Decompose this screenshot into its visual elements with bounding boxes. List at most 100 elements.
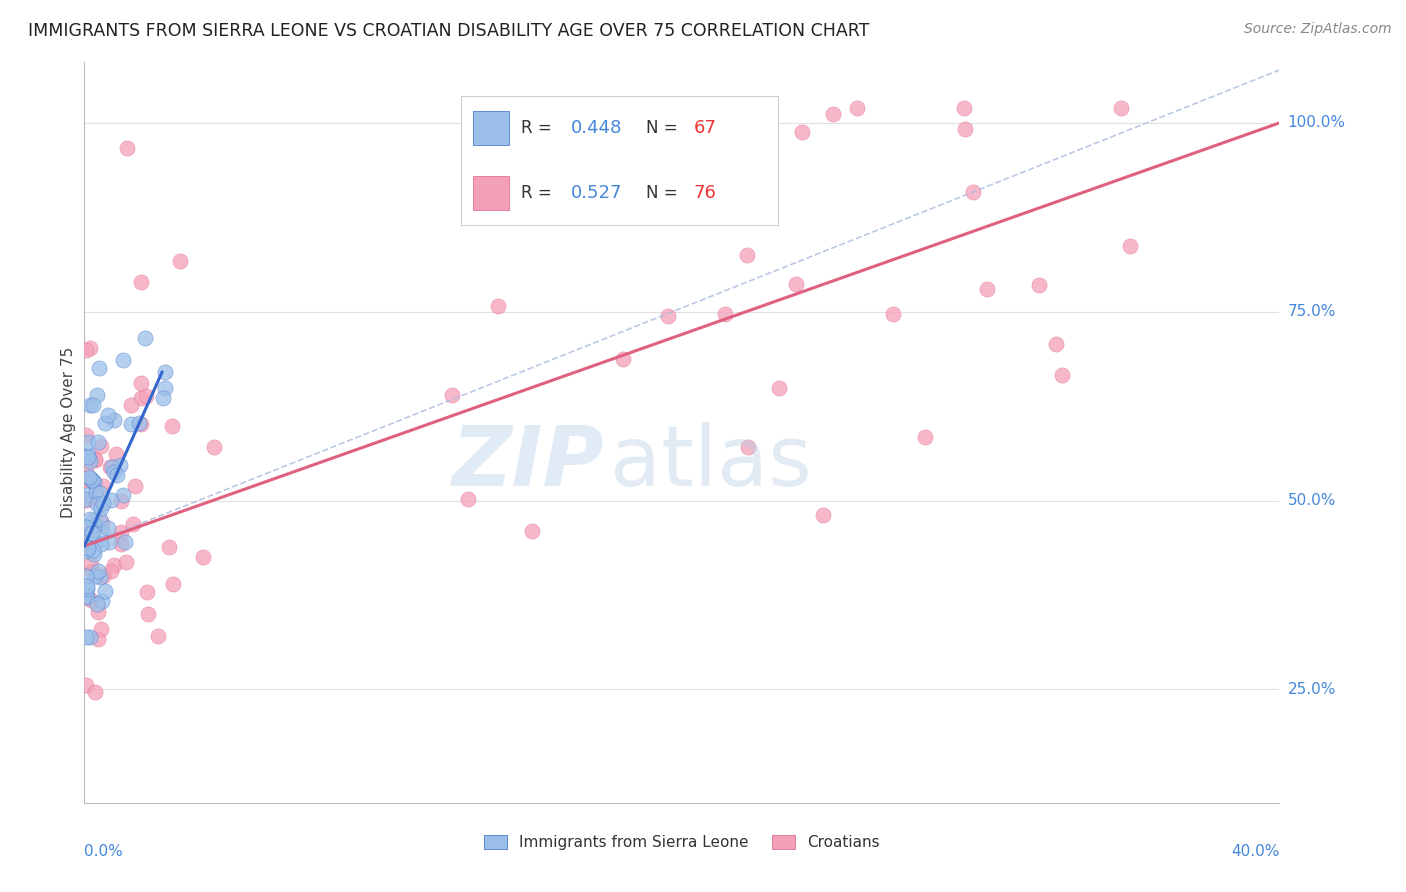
Text: IMMIGRANTS FROM SIERRA LEONE VS CROATIAN DISABILITY AGE OVER 75 CORRELATION CHAR: IMMIGRANTS FROM SIERRA LEONE VS CROATIAN… xyxy=(28,22,869,40)
Point xyxy=(87,435,110,450)
Point xyxy=(77,449,100,463)
Point xyxy=(129,417,152,432)
Point xyxy=(82,542,104,557)
Point xyxy=(134,331,156,345)
Point xyxy=(90,439,112,453)
Point xyxy=(821,107,844,121)
Point xyxy=(124,479,146,493)
Point xyxy=(75,427,97,442)
Point xyxy=(846,101,869,115)
Text: 0.0%: 0.0% xyxy=(84,844,124,858)
Point xyxy=(76,450,98,464)
Point xyxy=(110,525,132,540)
Point xyxy=(152,392,174,406)
Point xyxy=(83,547,105,561)
Point xyxy=(79,398,101,412)
Point xyxy=(90,622,112,636)
Point xyxy=(976,283,998,297)
Point xyxy=(768,381,790,395)
Point xyxy=(75,678,97,692)
Point xyxy=(1119,239,1142,253)
Point xyxy=(962,185,984,199)
Point xyxy=(953,101,976,115)
Point xyxy=(89,486,111,500)
Text: 40.0%: 40.0% xyxy=(1232,844,1279,858)
Point xyxy=(953,121,976,136)
Point xyxy=(1045,337,1067,351)
Point xyxy=(486,299,509,313)
Point xyxy=(157,540,180,554)
Point xyxy=(89,512,111,526)
Point xyxy=(153,365,176,379)
Point xyxy=(104,447,127,461)
Point xyxy=(86,387,108,401)
Point xyxy=(75,569,97,583)
Text: N =: N = xyxy=(647,184,683,202)
Point xyxy=(737,248,759,262)
Point xyxy=(75,630,97,644)
Text: N =: N = xyxy=(647,120,683,137)
Point xyxy=(811,508,834,523)
Point xyxy=(75,520,97,534)
Point xyxy=(457,492,479,507)
Point xyxy=(100,564,122,578)
Point xyxy=(94,584,117,599)
Point xyxy=(120,398,142,412)
Point xyxy=(117,141,139,155)
Point xyxy=(87,605,110,619)
Point xyxy=(121,516,143,531)
Point xyxy=(77,469,100,483)
Point xyxy=(80,557,103,571)
Point xyxy=(202,440,225,454)
Point xyxy=(79,527,101,541)
Point xyxy=(90,501,112,516)
Point xyxy=(138,607,160,622)
Point xyxy=(146,629,169,643)
Text: 67: 67 xyxy=(695,120,717,137)
FancyBboxPatch shape xyxy=(461,95,778,226)
Point xyxy=(82,491,104,505)
Point xyxy=(1052,368,1074,383)
Point xyxy=(100,493,122,508)
Point xyxy=(90,537,112,551)
Point xyxy=(76,579,98,593)
Text: ZIP: ZIP xyxy=(451,422,605,503)
Point xyxy=(98,460,121,475)
Point xyxy=(657,310,679,324)
Point xyxy=(75,493,97,508)
Point xyxy=(103,413,125,427)
Point xyxy=(84,451,107,466)
Text: 75.0%: 75.0% xyxy=(1288,304,1336,319)
Point xyxy=(80,525,103,540)
Point xyxy=(82,513,104,527)
Point xyxy=(83,475,105,489)
Point xyxy=(882,307,904,321)
Point xyxy=(97,521,120,535)
Point xyxy=(110,537,132,551)
Point xyxy=(76,544,98,558)
Point xyxy=(83,685,105,699)
Point xyxy=(89,570,111,584)
Point xyxy=(84,517,107,532)
Point xyxy=(108,458,131,472)
Text: 0.527: 0.527 xyxy=(571,184,623,202)
Point xyxy=(129,275,152,289)
Point xyxy=(76,590,98,604)
Text: 0.448: 0.448 xyxy=(571,120,621,137)
Legend: Immigrants from Sierra Leone, Croatians: Immigrants from Sierra Leone, Croatians xyxy=(477,828,887,858)
Point xyxy=(115,555,138,569)
Point xyxy=(94,417,117,431)
Text: 25.0%: 25.0% xyxy=(1288,682,1336,697)
Point xyxy=(84,536,107,550)
Point xyxy=(160,418,183,433)
Point xyxy=(785,277,807,292)
Point xyxy=(75,589,97,603)
Point xyxy=(1028,278,1050,293)
Point xyxy=(105,467,128,482)
Text: 76: 76 xyxy=(695,184,717,202)
Point xyxy=(76,343,98,358)
Point xyxy=(914,430,936,444)
Point xyxy=(135,585,157,599)
Point xyxy=(76,582,98,596)
Point xyxy=(91,479,114,493)
